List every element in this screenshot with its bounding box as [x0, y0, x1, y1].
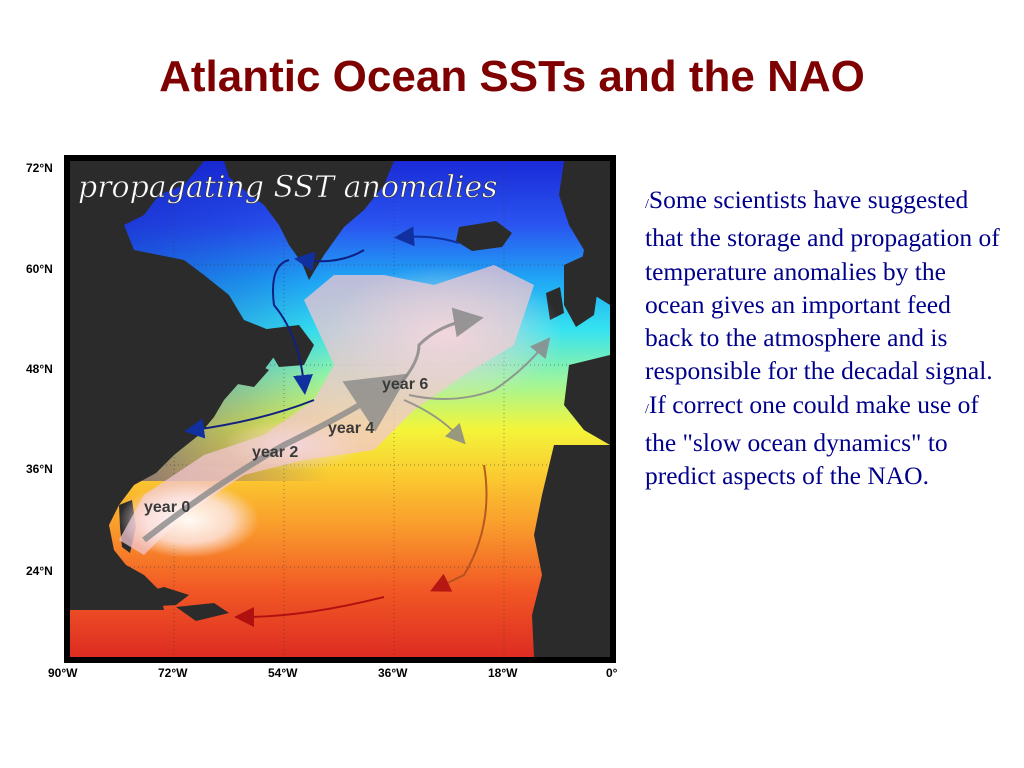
year-label-6: year 6	[382, 376, 428, 393]
map-caption: propagating SST anomalies	[78, 170, 498, 205]
lat-label-72n: 72°N	[26, 161, 53, 175]
sst-anomaly-map: propagating SST anomalies year 0 year 2 …	[64, 155, 616, 663]
paragraph-1-text: Some scientists have suggested that the …	[645, 185, 1000, 386]
year-label-2: year 2	[252, 444, 298, 461]
lat-label-24n: 24°N	[26, 564, 53, 578]
lon-label-0: 0°	[606, 666, 618, 680]
lat-label-36n: 36°N	[26, 462, 53, 476]
paragraph-2: /If correct one could make use of the "s…	[645, 388, 1005, 493]
explanation-text: /Some scientists have suggested that the…	[645, 183, 1005, 493]
slide-title: Atlantic Ocean SSTs and the NAO	[159, 52, 865, 101]
bullet-glyph: /	[645, 401, 649, 417]
lon-label-90w: 90°W	[48, 666, 78, 680]
lon-label-18w: 18°W	[488, 666, 518, 680]
paragraph-1: /Some scientists have suggested that the…	[645, 183, 1005, 388]
lon-label-54w: 54°W	[268, 666, 298, 680]
bullet-glyph: /	[645, 197, 649, 212]
lat-label-48n: 48°N	[26, 362, 53, 376]
paragraph-2-text: If correct one could make use of the "sl…	[645, 389, 979, 491]
lon-label-36w: 36°W	[378, 666, 408, 680]
lat-label-60n: 60°N	[26, 262, 53, 276]
sst-map-figure: propagating SST anomalies year 0 year 2 …	[64, 155, 616, 663]
year-label-0: year 0	[144, 499, 190, 516]
year-label-4: year 4	[328, 420, 374, 437]
lon-label-72w: 72°W	[158, 666, 188, 680]
